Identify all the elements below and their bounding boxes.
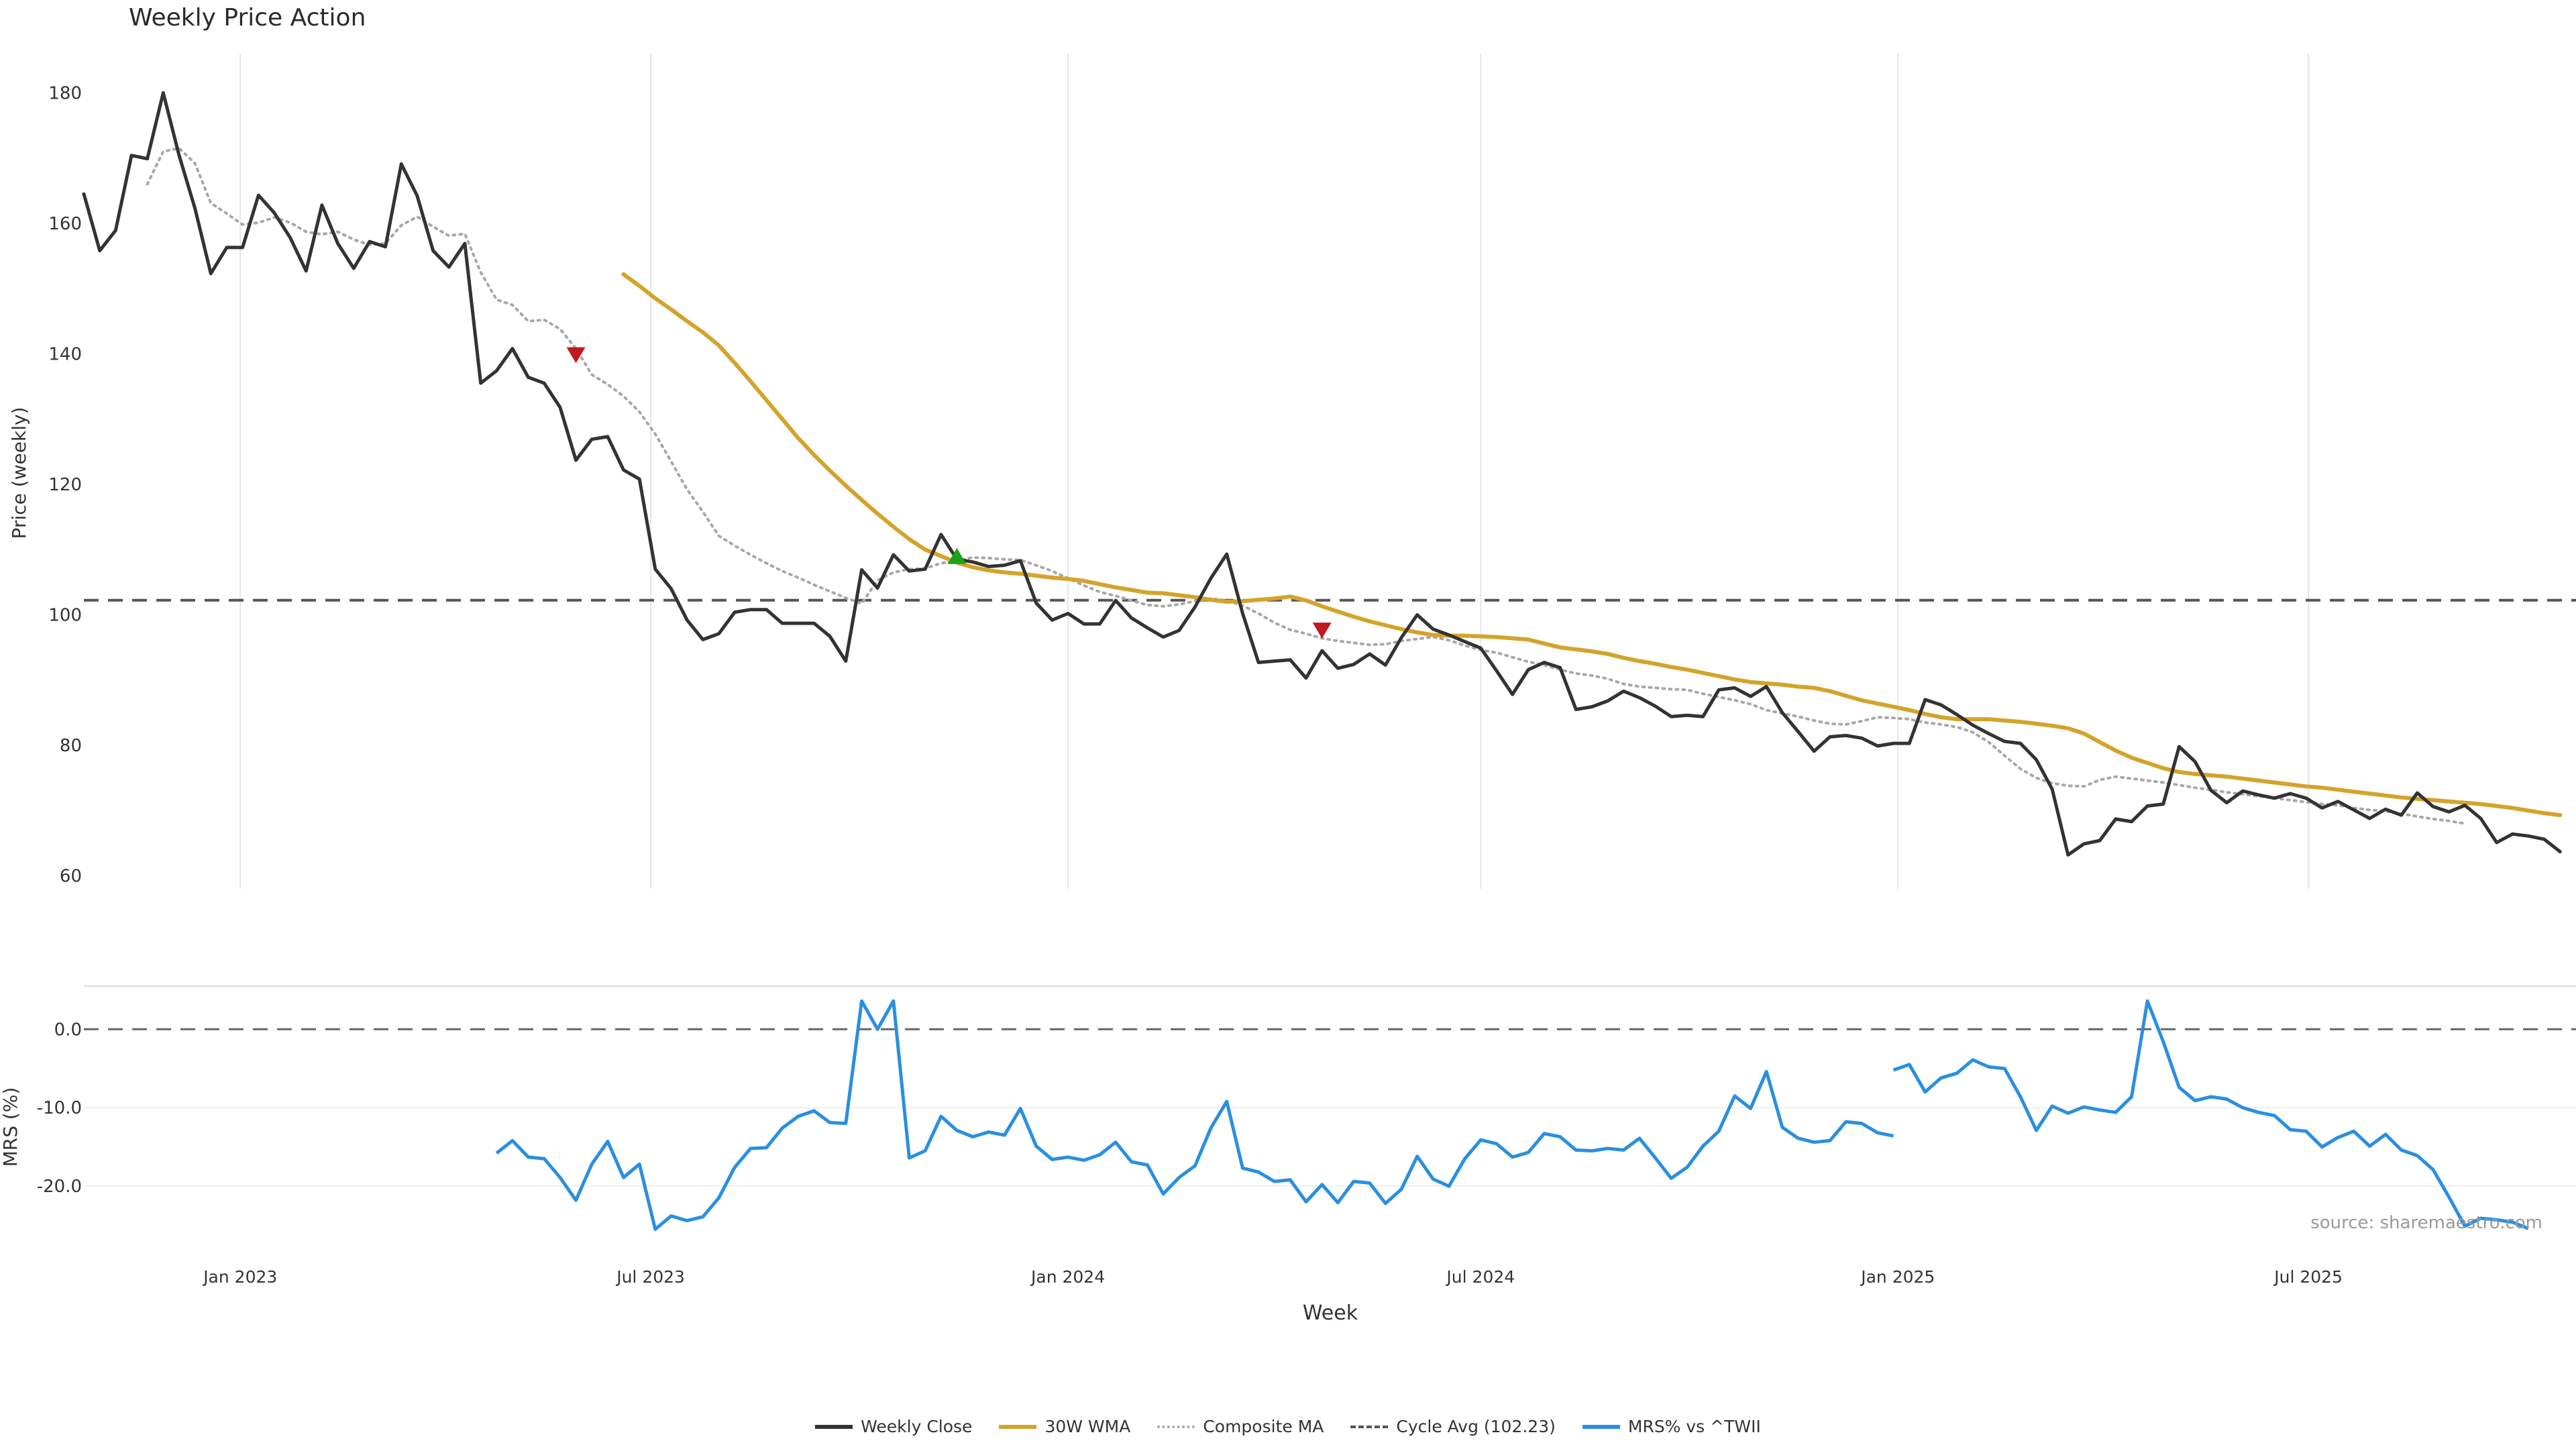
sell-signal-marker xyxy=(566,347,586,364)
price-y-tick-label: 80 xyxy=(60,736,82,756)
x-tick-label: Jan 2023 xyxy=(202,1267,277,1287)
legend-swatch xyxy=(1157,1425,1195,1428)
x-tick-label: Jul 2025 xyxy=(2273,1267,2343,1287)
legend-label: Cycle Avg (102.23) xyxy=(1396,1417,1556,1436)
series-weekly-close xyxy=(82,91,2562,857)
price-y-tick-label: 60 xyxy=(60,867,82,887)
price-y-tick-label: 120 xyxy=(48,475,82,495)
mrs-y-axis: 0.0 -10.0 -20.0 xyxy=(37,1020,82,1197)
markers-layer xyxy=(566,347,1332,639)
legend-item: Weekly Close xyxy=(815,1417,972,1436)
mrs-y-tick-label: -20.0 xyxy=(37,1177,82,1197)
legend: Weekly Close 30W WMA Composite MA Cycle Avg… xyxy=(0,1417,2576,1436)
legend-swatch xyxy=(1350,1425,1389,1428)
price-y-tick-label: 160 xyxy=(48,214,82,234)
legend-item: Composite MA xyxy=(1157,1417,1324,1436)
legend-item: MRS% vs ^TWII xyxy=(1582,1417,1761,1436)
series-30w-wma xyxy=(621,272,2563,818)
x-axis-label: Week xyxy=(1303,1301,1358,1325)
mrs-y-axis-label: MRS (%) xyxy=(0,1087,21,1167)
series-mrs-twii xyxy=(495,999,1894,1231)
price-y-tick-label: 100 xyxy=(48,605,82,625)
chart-title: Weekly Price Action xyxy=(129,4,366,32)
legend-item: 30W WMA xyxy=(999,1417,1130,1436)
legend-swatch xyxy=(1582,1424,1620,1429)
price-y-tick-label: 140 xyxy=(48,344,82,364)
legend-label: MRS% vs ^TWII xyxy=(1627,1417,1761,1436)
source-note: source: sharemaestro.com xyxy=(2310,1213,2542,1233)
x-axis: Jan 2023 Jul 2023 Jan 2024 Jul 2024 Jan 2025… xyxy=(202,1267,2343,1287)
grid-lines xyxy=(84,54,2576,1187)
series-mrs-twii xyxy=(1892,999,2529,1230)
mrs-y-tick-label: -10.0 xyxy=(37,1098,82,1118)
x-tick-label: Jul 2024 xyxy=(1445,1267,1515,1287)
legend-label: Weekly Close xyxy=(861,1417,973,1436)
x-tick-label: Jan 2025 xyxy=(1860,1267,1935,1287)
legend-swatch xyxy=(999,1424,1037,1429)
price-y-axis-label: Price (weekly) xyxy=(8,407,30,539)
price-y-tick-label: 180 xyxy=(48,83,82,103)
legend-item: Cycle Avg (102.23) xyxy=(1350,1417,1556,1436)
price-y-axis: 60 80 100 120 140 160 180 xyxy=(48,83,82,886)
series-layer xyxy=(82,91,2576,1231)
x-tick-label: Jul 2023 xyxy=(615,1267,685,1287)
series-composite-ma xyxy=(146,147,2467,825)
legend-swatch xyxy=(815,1424,853,1429)
mrs-y-tick-label: 0.0 xyxy=(54,1020,82,1040)
legend-label: 30W WMA xyxy=(1044,1417,1131,1436)
legend-label: Composite MA xyxy=(1203,1417,1324,1436)
sell-signal-marker xyxy=(1312,623,1332,639)
buy-signal-marker xyxy=(947,547,967,564)
x-tick-label: Jan 2024 xyxy=(1030,1267,1105,1287)
